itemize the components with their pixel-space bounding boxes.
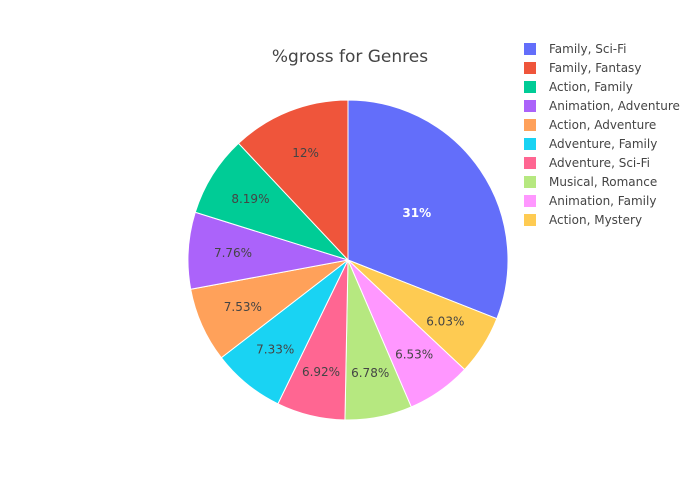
slice-label: 7.76% — [214, 246, 252, 260]
legend-swatch — [524, 157, 536, 169]
pie-slice-labels: 31% 6.03% 6.53% 6.78% 6.92% 7.33% 7.53% 7.76% 8.… — [214, 146, 464, 380]
legend-label: Family, Fantasy — [549, 61, 641, 75]
slice-label: 6.53% — [395, 347, 433, 361]
legend-item[interactable]: Action, Adventure — [524, 118, 656, 132]
pie-slice[interactable] — [237, 99, 349, 262]
pie-slice[interactable] — [347, 99, 509, 320]
legend-item[interactable]: Action, Mystery — [524, 213, 642, 227]
legend-swatch — [524, 176, 536, 188]
slice-label: 7.53% — [224, 300, 262, 314]
legend-label: Adventure, Family — [549, 137, 657, 151]
legend-label: Adventure, Sci-Fi — [549, 156, 650, 170]
legend-swatch — [524, 43, 536, 55]
legend-label: Musical, Romance — [549, 175, 657, 189]
legend-label: Action, Family — [549, 80, 633, 94]
legend-label: Family, Sci-Fi — [549, 42, 626, 56]
legend-swatch — [524, 214, 536, 226]
slice-label: 6.92% — [302, 365, 340, 379]
slice-label: 12% — [292, 146, 319, 160]
slice-label: 31% — [402, 206, 431, 220]
legend-swatch — [524, 138, 536, 150]
legend-swatch — [524, 100, 536, 112]
legend-swatch — [524, 119, 536, 131]
pie-slices — [187, 99, 509, 421]
legend-item[interactable]: Animation, Adventure — [524, 99, 680, 113]
legend-item[interactable]: Musical, Romance — [524, 175, 657, 189]
legend-swatch — [524, 81, 536, 93]
legend-item[interactable]: Action, Family — [524, 80, 633, 94]
legend-item[interactable]: Adventure, Sci-Fi — [524, 156, 650, 170]
legend-swatch — [524, 62, 536, 74]
legend-label: Action, Mystery — [549, 213, 642, 227]
slice-label: 6.78% — [351, 366, 389, 380]
legend-label: Animation, Adventure — [549, 99, 680, 113]
slice-label: 6.03% — [426, 315, 464, 329]
legend-item[interactable]: Adventure, Family — [524, 137, 657, 151]
slice-label: 7.33% — [256, 342, 294, 356]
legend-item[interactable]: Family, Sci-Fi — [524, 42, 626, 56]
slice-label: 8.19% — [231, 192, 269, 206]
legend-label: Action, Adventure — [549, 118, 656, 132]
legend: Family, Sci-Fi Family, Fantasy Action, Fam… — [524, 42, 680, 227]
legend-item[interactable]: Animation, Family — [524, 194, 656, 208]
legend-item[interactable]: Family, Fantasy — [524, 61, 641, 75]
chart-title: %gross for Genres — [272, 47, 428, 67]
legend-label: Animation, Family — [549, 194, 656, 208]
legend-swatch — [524, 195, 536, 207]
